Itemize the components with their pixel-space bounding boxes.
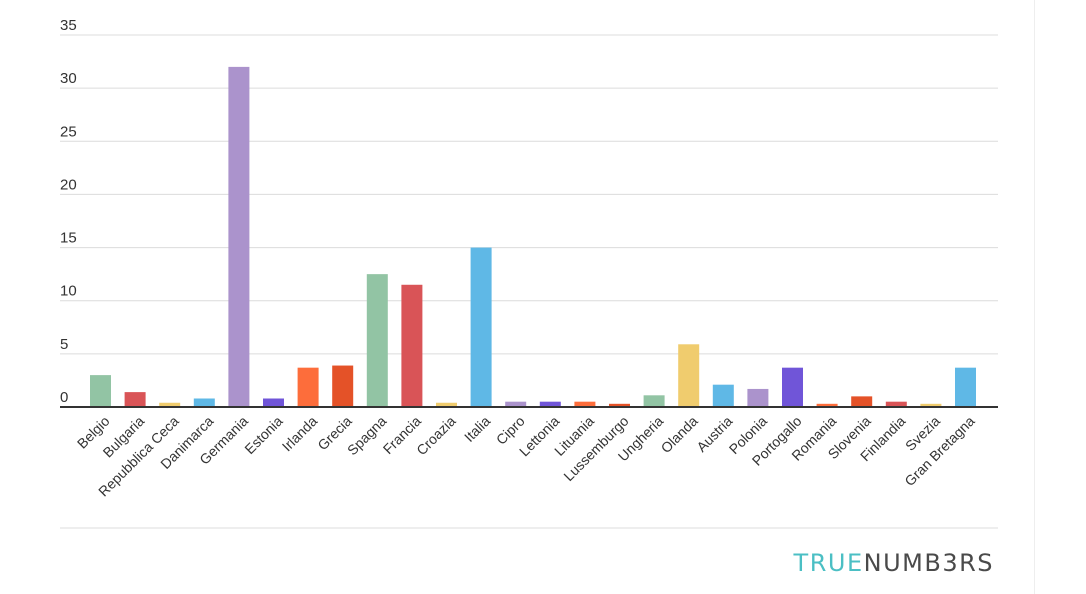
bar [574, 401, 596, 407]
bar [885, 401, 907, 407]
x-tick-label: Italia [461, 413, 493, 445]
bar [782, 367, 803, 407]
bar [920, 403, 942, 407]
bar [955, 367, 976, 407]
bar [747, 388, 769, 407]
bar [643, 395, 665, 407]
bar [539, 401, 561, 407]
bar [712, 384, 734, 407]
bar [851, 396, 873, 407]
x-tick-label: Spagna [344, 413, 390, 459]
bar [90, 375, 111, 407]
y-tick-label: 30 [60, 70, 77, 87]
y-tick-label: 5 [60, 336, 68, 353]
bar [297, 367, 319, 407]
bar [366, 274, 388, 407]
bar [124, 392, 146, 407]
x-tick-label: Irlanda [279, 413, 321, 455]
y-tick-label: 15 [60, 230, 77, 247]
bar [470, 247, 492, 407]
bar [505, 401, 527, 407]
y-tick-label: 10 [60, 283, 77, 300]
bar [193, 398, 215, 407]
y-tick-label: 0 [60, 389, 68, 406]
brand-logo-part-2: NUMB3RS [863, 549, 994, 577]
y-tick-label: 20 [60, 176, 77, 193]
x-tick-label: Croazia [413, 413, 459, 459]
bar [816, 403, 838, 407]
x-tick-label: Olanda [658, 413, 701, 456]
bar [401, 284, 423, 407]
y-tick-label: 25 [60, 123, 77, 140]
bar [609, 403, 630, 407]
page-divider [1034, 0, 1035, 594]
brand-logo: TRUENUMB3RS [794, 549, 994, 577]
brand-logo-part-1: TRUE [793, 549, 864, 577]
bar [332, 365, 354, 407]
bar [159, 402, 181, 407]
bar [436, 402, 457, 407]
bar [228, 66, 250, 407]
bar [678, 344, 700, 407]
x-tick-label: Estonia [241, 413, 285, 457]
bar [263, 398, 284, 407]
y-tick-label: 35 [60, 17, 77, 34]
